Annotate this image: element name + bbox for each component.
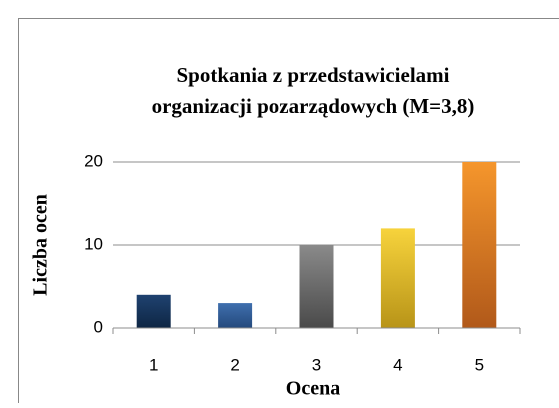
x-tick-label: 1 — [149, 355, 158, 374]
x-tick-label: 2 — [230, 355, 239, 374]
y-tick-label: 10 — [84, 234, 103, 253]
bar — [381, 228, 415, 328]
bar — [137, 295, 171, 328]
y-tick-label: 20 — [84, 151, 103, 170]
chart-title: organizacji pozarządowych (M=3,8) — [152, 94, 475, 118]
y-tick-label: 0 — [94, 317, 103, 336]
x-tick-label: 3 — [312, 355, 321, 374]
bar — [218, 303, 252, 328]
y-axis-label: Liczba ocen — [30, 194, 52, 296]
chart-title: Spotkania z przedstawicielami — [177, 63, 450, 87]
bar — [300, 245, 334, 328]
x-tick-label: 5 — [475, 355, 484, 374]
x-axis-label: Ocena — [286, 378, 340, 400]
x-tick-label: 4 — [393, 355, 402, 374]
bar — [462, 162, 496, 328]
